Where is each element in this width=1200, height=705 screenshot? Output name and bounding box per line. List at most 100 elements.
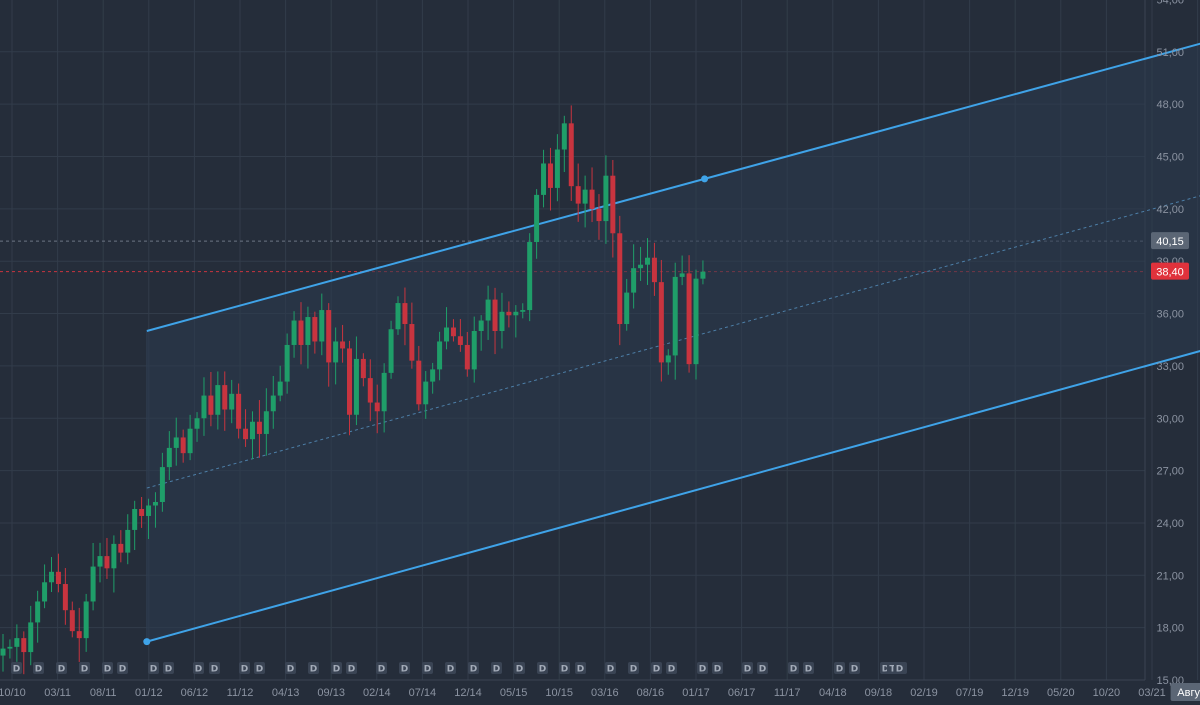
dividend-marker bbox=[628, 662, 639, 674]
dividend-marker-label: D bbox=[119, 665, 126, 675]
candle-body bbox=[270, 395, 276, 412]
candle-body bbox=[125, 529, 131, 553]
y-axis: 18,0021,0024,0027,0030,0033,0036,0039,00… bbox=[1156, 0, 1184, 687]
candle-body bbox=[236, 393, 242, 429]
dividend-marker-label: D bbox=[310, 665, 317, 675]
candle-body bbox=[561, 123, 567, 150]
y-tick-label: 45,00 bbox=[1156, 152, 1184, 164]
x-tick-label: 06/12 bbox=[181, 687, 209, 699]
candle-body bbox=[381, 372, 387, 412]
dividend-marker bbox=[491, 662, 502, 674]
candle-body bbox=[402, 303, 408, 325]
dividend-marker-label: D bbox=[896, 665, 903, 675]
candle-body bbox=[416, 360, 422, 405]
dividend-marker-label: D bbox=[630, 665, 637, 675]
candle-body bbox=[35, 601, 41, 623]
candle-body bbox=[631, 268, 637, 293]
candle-body bbox=[62, 584, 68, 611]
current-price-label: 38,40 bbox=[1156, 267, 1184, 279]
candle-body bbox=[166, 447, 172, 468]
x-tick-label: 07/14 bbox=[409, 687, 437, 699]
candle-body bbox=[506, 311, 512, 316]
candle-body bbox=[444, 327, 450, 342]
dividend-marker-label: D bbox=[13, 665, 20, 675]
y-tick-label: 54,00 bbox=[1156, 0, 1184, 6]
dividend-marker bbox=[209, 662, 220, 674]
candle-body bbox=[194, 418, 200, 429]
dividend-marker-label: D bbox=[561, 665, 568, 675]
candle-body bbox=[69, 610, 75, 632]
dividend-marker-label: D bbox=[104, 665, 111, 675]
candle-body bbox=[693, 278, 699, 365]
dividend-marker-label: D bbox=[378, 665, 385, 675]
dividend-marker-label: D bbox=[744, 665, 751, 675]
dividend-marker-label: D bbox=[165, 665, 172, 675]
y-tick-label: 24,00 bbox=[1156, 518, 1184, 530]
channel-anchor-handle bbox=[701, 175, 709, 183]
dividend-marker-label: D bbox=[882, 665, 889, 675]
dividend-marker bbox=[757, 662, 768, 674]
x-tick-label: 11/12 bbox=[227, 687, 254, 699]
candle-body bbox=[700, 271, 706, 279]
reference-price-label: 40,15 bbox=[1156, 236, 1184, 248]
dividend-marker bbox=[514, 662, 525, 674]
candle-body bbox=[520, 310, 526, 312]
dividend-marker-label: D bbox=[607, 665, 614, 675]
y-tick-label: 42,00 bbox=[1156, 204, 1184, 216]
dividend-marker-label: D bbox=[851, 665, 858, 675]
dividend-marker bbox=[285, 662, 296, 674]
candle-body bbox=[42, 582, 48, 602]
dividend-marker-label: D bbox=[577, 665, 584, 675]
y-tick-label: 51,00 bbox=[1156, 47, 1184, 59]
candle-body bbox=[277, 381, 283, 396]
x-tick-label: 08/16 bbox=[637, 687, 665, 699]
current-price-tag bbox=[1151, 262, 1189, 280]
candle-body bbox=[534, 194, 540, 243]
dividend-marker bbox=[651, 662, 662, 674]
dividend-marker bbox=[559, 662, 570, 674]
x-tick-label: 09/18 bbox=[865, 687, 893, 699]
candle-body bbox=[229, 393, 235, 410]
dividend-marker-label: D bbox=[539, 665, 546, 675]
channel-anchor-handle bbox=[143, 638, 151, 646]
candle-body bbox=[215, 385, 221, 415]
dividend-marker-label: D bbox=[81, 665, 88, 675]
candle-body bbox=[187, 428, 193, 454]
dividend-marker-label: D bbox=[653, 665, 660, 675]
candle-body bbox=[437, 341, 443, 370]
y-tick-label: 18,00 bbox=[1156, 623, 1184, 635]
x-tick-label: 07/19 bbox=[956, 687, 984, 699]
candle-body bbox=[582, 189, 588, 204]
candle-body bbox=[485, 299, 491, 321]
dividend-marker bbox=[697, 662, 708, 674]
candle-body bbox=[596, 208, 602, 222]
dividend-marker bbox=[254, 662, 265, 674]
candle-body bbox=[388, 329, 394, 373]
candle-body bbox=[139, 508, 145, 516]
candle-body bbox=[340, 341, 346, 349]
candle-body bbox=[173, 437, 179, 448]
candle-body bbox=[360, 358, 366, 379]
candle-body bbox=[256, 421, 262, 434]
x-tick-label: 03/21 bbox=[1138, 687, 1166, 699]
candle-body bbox=[208, 395, 214, 415]
candle-body bbox=[333, 341, 339, 363]
candle-body bbox=[7, 646, 13, 649]
dividend-marker-label: D bbox=[447, 665, 454, 675]
dividend-marker bbox=[56, 662, 67, 674]
candle-body bbox=[0, 648, 6, 656]
candle-body bbox=[263, 411, 269, 434]
candle-body bbox=[457, 336, 463, 345]
dividend-marker-label: D bbox=[256, 665, 263, 675]
dividend-marker-label: D bbox=[493, 665, 500, 675]
x-tick-label: 02/14 bbox=[363, 687, 391, 699]
dividend-marker-label: D bbox=[333, 665, 340, 675]
candle-body bbox=[291, 320, 297, 345]
channel-mid-line bbox=[146, 195, 1200, 489]
x-tick-label: 03/16 bbox=[591, 687, 619, 699]
candle-body bbox=[118, 543, 124, 553]
candle-body bbox=[541, 163, 547, 195]
crosshair-date-label: Август 2021 bbox=[1177, 687, 1200, 699]
dividend-marker bbox=[666, 662, 677, 674]
